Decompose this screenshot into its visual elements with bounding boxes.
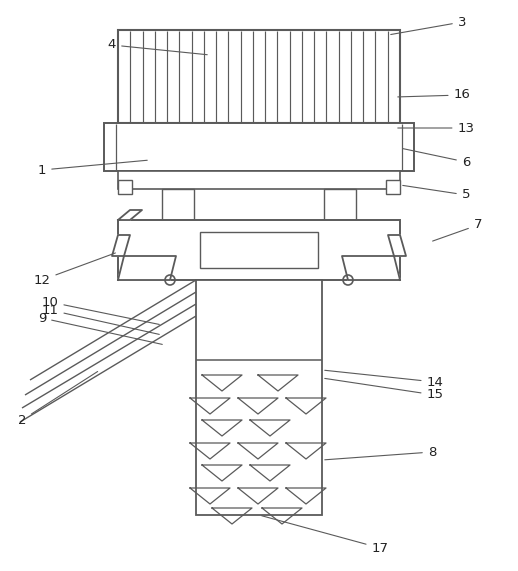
Text: 1: 1 [38, 160, 147, 176]
Bar [196, 280, 322, 515]
Bar [104, 123, 414, 171]
Bar [386, 180, 400, 194]
Text: 3: 3 [391, 15, 466, 34]
Polygon shape [342, 256, 400, 280]
Polygon shape [118, 256, 176, 280]
Text: 16: 16 [398, 89, 470, 102]
Bar [162, 189, 194, 239]
Bar [118, 180, 132, 194]
Text: 9: 9 [38, 312, 162, 344]
Text: 14: 14 [325, 371, 443, 388]
Bar [118, 30, 400, 123]
Text: 2: 2 [18, 372, 98, 427]
Text: 17: 17 [262, 516, 388, 554]
Bar [200, 232, 318, 268]
Polygon shape [388, 235, 406, 256]
Text: 5: 5 [403, 186, 470, 202]
Text: 4: 4 [108, 38, 207, 55]
Text: 12: 12 [34, 253, 116, 287]
Polygon shape [118, 210, 142, 220]
Bar [118, 171, 400, 189]
Polygon shape [112, 235, 130, 256]
Text: 7: 7 [433, 219, 482, 241]
Text: 6: 6 [402, 148, 470, 168]
Text: 8: 8 [325, 445, 436, 460]
Bar [324, 189, 356, 239]
Text: 15: 15 [325, 379, 443, 401]
Text: 13: 13 [398, 122, 474, 135]
Bar [118, 220, 400, 280]
Text: 11: 11 [41, 304, 160, 335]
Text: 10: 10 [41, 296, 159, 324]
